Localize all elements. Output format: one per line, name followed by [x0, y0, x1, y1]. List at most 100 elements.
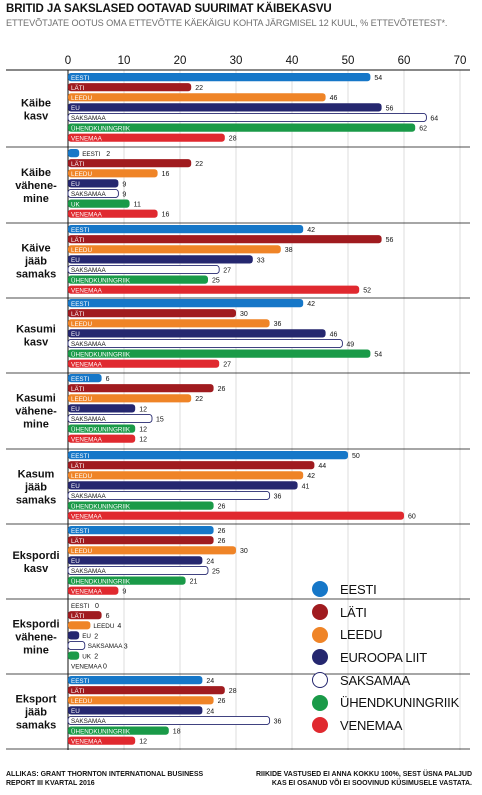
bar-label: EU	[71, 708, 80, 715]
bar	[68, 631, 80, 640]
bar	[68, 179, 119, 188]
bar-label: EU	[71, 331, 80, 338]
value-label: 42	[307, 227, 315, 234]
value-label: 9	[122, 589, 126, 596]
value-label: 30	[240, 548, 248, 555]
bar-label: EU	[71, 181, 80, 188]
bar	[68, 424, 136, 433]
bar-label: LEEDU	[71, 473, 92, 480]
bar	[67, 490, 271, 501]
value-label: 25	[212, 568, 220, 575]
bar	[68, 169, 158, 178]
bar	[68, 133, 225, 142]
value-label: 15	[156, 416, 164, 423]
bar-label: VENEMAA	[71, 436, 103, 443]
legend-item: LEEDU	[312, 623, 462, 646]
bar-label: LÄTI	[71, 236, 85, 244]
bar	[67, 715, 271, 726]
value-label: 9	[122, 191, 126, 198]
value-label: 28	[229, 688, 237, 695]
bar	[68, 726, 169, 735]
bar-label: VENEMAA	[71, 663, 103, 670]
value-label: 28	[229, 136, 237, 143]
bar	[68, 434, 136, 443]
bar-label: ÜHENDKUNINGRIIK	[71, 727, 131, 735]
bar	[68, 149, 80, 158]
bar	[68, 309, 236, 318]
bar-label: SAKSAMAA	[71, 718, 106, 725]
bar-label: ÜHENDKUNINGRIIK	[71, 577, 131, 585]
value-label: 38	[285, 247, 293, 254]
bar	[68, 319, 270, 328]
bar	[68, 706, 203, 715]
bar-label: LÄTI	[71, 84, 85, 92]
bar-label: LEEDU	[71, 247, 92, 254]
value-label: 24	[206, 558, 214, 565]
bar-label: EU	[71, 105, 80, 112]
bar-label: LEEDU	[93, 623, 114, 630]
bar-label: LÄTI	[71, 310, 85, 318]
bar	[68, 451, 348, 460]
bar-label: LÄTI	[71, 160, 85, 168]
bar	[67, 112, 427, 123]
legend-swatch	[312, 581, 328, 598]
group-label: Ekspordi vähene-mine	[12, 619, 59, 657]
value-label: 22	[195, 161, 203, 168]
value-label: 2	[94, 633, 98, 640]
legend-label: EUROOPA LIIT	[340, 649, 427, 665]
x-tick-label: 70	[454, 55, 467, 67]
value-label: 0	[95, 603, 99, 610]
bar	[68, 686, 225, 695]
value-label: 26	[218, 504, 226, 511]
bar-label: EESTI	[71, 227, 89, 234]
legend: EESTI LÄTI LEEDU EUROOPA LIIT SAKSAMAA ÜHENDK…	[312, 578, 462, 737]
bar-label: VENEMAA	[71, 588, 103, 595]
value-label: 52	[363, 288, 371, 295]
bar	[68, 696, 214, 705]
bar	[68, 556, 203, 565]
value-label: 26	[218, 386, 226, 393]
bar	[67, 264, 220, 275]
legend-item: SAKSAMAA	[312, 669, 462, 692]
bar	[68, 255, 253, 264]
value-label: 56	[386, 237, 394, 244]
bar	[67, 413, 153, 424]
value-label: 36	[274, 321, 282, 328]
value-label: 44	[318, 463, 326, 470]
bar-label: SAKSAMAA	[71, 267, 106, 274]
value-label: 50	[352, 453, 360, 460]
value-label: 64	[430, 115, 438, 122]
bar-label: EESTI	[82, 151, 100, 158]
legend-item: EUROOPA LIIT	[312, 646, 462, 669]
bar-label: EESTI	[71, 453, 89, 460]
bar-label: SAKSAMAA	[71, 416, 106, 423]
bar-label: EESTI	[71, 678, 89, 685]
x-tick-label: 0	[65, 55, 71, 67]
value-label: 27	[223, 362, 231, 369]
bar	[68, 461, 315, 470]
bar	[68, 546, 236, 555]
bar	[68, 123, 416, 132]
value-label: 6	[106, 376, 110, 383]
bar-label: ÜHENDKUNINGRIIK	[71, 350, 131, 358]
bar	[68, 651, 80, 660]
bar	[68, 235, 382, 244]
value-label: 54	[374, 352, 382, 359]
legend-swatch	[312, 649, 328, 666]
legend-swatch	[312, 694, 328, 711]
bar	[68, 73, 371, 82]
value-label: 2	[106, 151, 110, 158]
group-label: Käibe vähene-mine	[15, 167, 57, 205]
value-label: 21	[190, 579, 198, 586]
bar-label: LÄTI	[71, 462, 85, 470]
group-label: Käive jääb samaks	[16, 243, 56, 281]
value-label: 16	[162, 212, 170, 219]
bar	[68, 586, 119, 595]
legend-swatch	[312, 604, 328, 621]
value-label: 9	[122, 181, 126, 188]
value-label: 12	[139, 437, 147, 444]
bar	[68, 676, 203, 685]
chart-title: BRITID JA SAKSLASED OOTAVAD SUURIMAT KÄI…	[6, 3, 332, 15]
bar-label: LÄTI	[71, 385, 85, 393]
legend-label: ÜHENDKUNINGRIIK	[340, 695, 460, 711]
